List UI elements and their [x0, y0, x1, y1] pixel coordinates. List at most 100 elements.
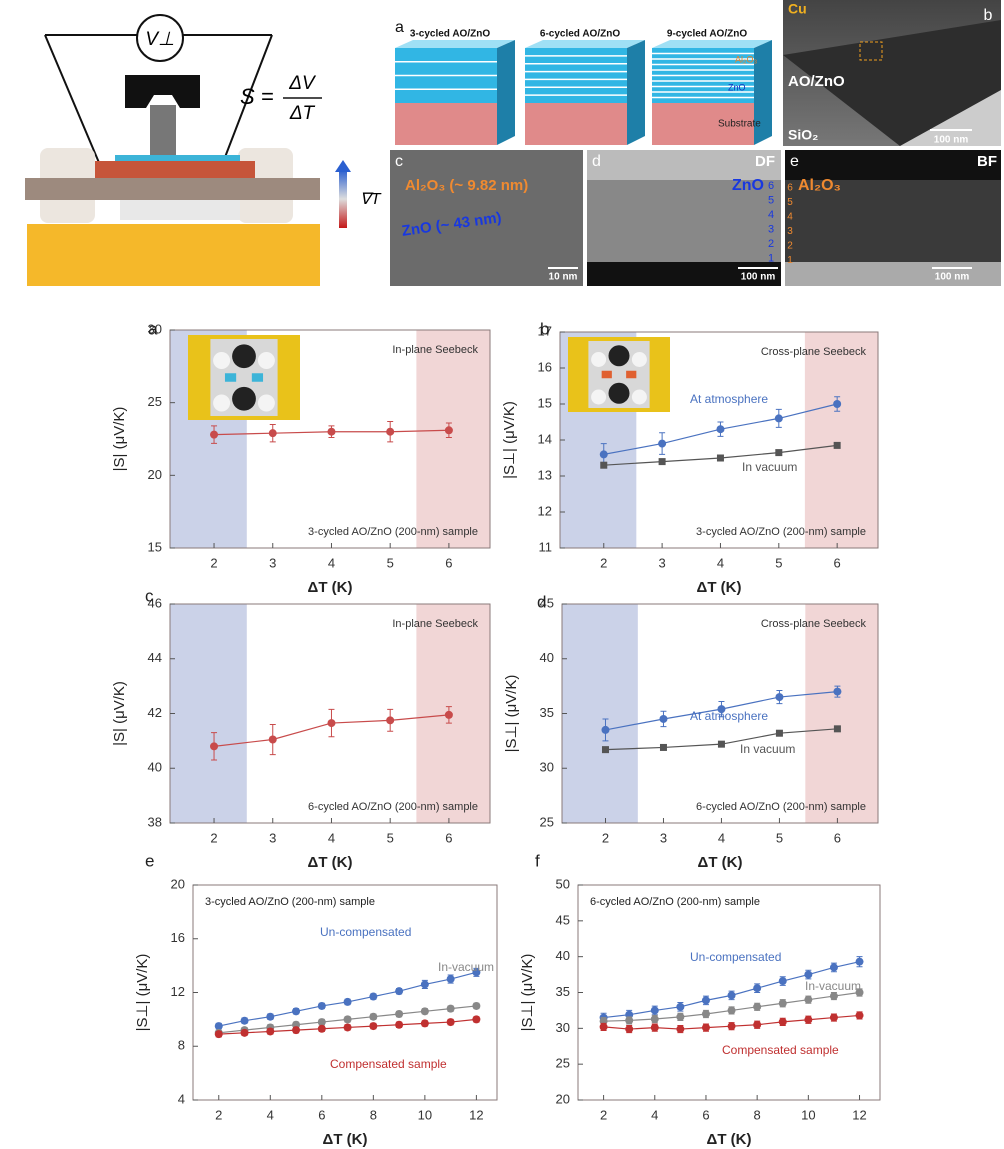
inset-knob [232, 344, 256, 369]
x-tick-label: 5 [387, 830, 394, 845]
y-tick-label: 25 [148, 394, 162, 409]
data-point [659, 743, 667, 751]
chart-subtitle: 6-cycled AO/ZnO (200-nm) sample [308, 801, 478, 813]
data-point [369, 992, 378, 1001]
y-axis-label: |S⊥| (μV/K) [134, 954, 151, 1032]
data-point [676, 1002, 685, 1011]
scale-bar-label: 100 nm [935, 272, 970, 283]
layer-index: 4 [768, 209, 774, 221]
layer-label: ZnO [732, 177, 764, 194]
legend-entry: In vacuum [742, 460, 797, 474]
data-point [676, 1025, 685, 1034]
data-point [444, 426, 453, 435]
data-point [420, 1019, 429, 1028]
stack-side [497, 40, 515, 145]
panel-letter: d [537, 592, 546, 611]
shaded-region [562, 604, 638, 823]
data-point [701, 1010, 710, 1018]
chart-title: In-plane Seebeck [392, 618, 478, 630]
stack-top [395, 40, 515, 48]
legend-entry: Un-compensated [690, 950, 781, 964]
layer-index: 4 [787, 212, 793, 223]
stack-film [525, 48, 627, 103]
inset-sample [224, 373, 237, 382]
data-point [716, 454, 724, 462]
shaded-region [170, 604, 247, 823]
x-tick-label: 2 [210, 555, 217, 570]
data-point [774, 414, 783, 423]
x-axis-label: ΔT (K) [323, 1131, 368, 1148]
inset-screw [631, 352, 647, 367]
y-tick-label: 20 [556, 1091, 570, 1106]
y-tick-label: 46 [148, 595, 162, 610]
data-point [727, 991, 736, 1000]
x-tick-label: 5 [775, 555, 782, 570]
data-point [266, 1027, 275, 1036]
data-point [369, 1022, 378, 1031]
data-point [395, 987, 404, 996]
data-point [775, 449, 783, 457]
stack-side [754, 40, 772, 145]
data-point [753, 1020, 762, 1029]
legend-entry: In vacuum [740, 742, 795, 756]
formula-denominator: ΔT [289, 103, 316, 124]
y-tick-label: 8 [178, 1038, 185, 1053]
stack-substrate [652, 103, 754, 145]
y-tick-label: 40 [540, 650, 554, 665]
stack-title: 9-cycled AO/ZnO [667, 29, 747, 40]
data-point [472, 1015, 481, 1024]
shaded-region [416, 604, 490, 823]
formula-numerator: ΔV [288, 73, 317, 94]
x-tick-label: 3 [269, 555, 276, 570]
data-point [386, 716, 395, 725]
data-point [658, 439, 667, 448]
x-tick-label: 6 [318, 1107, 325, 1122]
data-point [601, 725, 610, 734]
inset-screw [257, 352, 275, 369]
data-point [210, 430, 219, 439]
x-tick-label: 8 [370, 1107, 377, 1122]
inset-screw [213, 352, 231, 369]
layer-index: 3 [768, 223, 774, 235]
x-tick-label: 10 [801, 1107, 815, 1122]
chart-subtitle: 3-cycled AO/ZnO (200-nm) sample [696, 526, 866, 538]
legend-entry: At atmosphere [690, 392, 768, 406]
legend-entry: At atmosphere [690, 709, 768, 723]
panel-letter: d [592, 153, 601, 170]
x-tick-label: 3 [658, 555, 665, 570]
y-axis-label: |S⊥| (μV/K) [501, 401, 518, 479]
data-point [804, 1015, 813, 1024]
layer-label: Al₂O₃ [798, 177, 841, 194]
data-point [701, 996, 710, 1005]
y-tick-label: 13 [538, 467, 552, 482]
layer-index: 1 [787, 255, 793, 266]
data-point [446, 975, 455, 984]
y-tick-label: 40 [556, 948, 570, 963]
y-tick-label: 25 [540, 814, 554, 829]
gradient-label: ∇T [360, 191, 382, 208]
data-point [659, 714, 668, 723]
data-point [753, 984, 762, 993]
y-tick-label: 30 [556, 1020, 570, 1035]
x-tick-label: 6 [834, 830, 841, 845]
x-tick-label: 12 [852, 1107, 866, 1122]
y-tick-label: 30 [540, 760, 554, 775]
y-tick-label: 17 [538, 323, 552, 338]
voltage-label: V⊥ [145, 29, 174, 50]
data-point [601, 746, 609, 754]
data-point [214, 1022, 223, 1031]
data-point [717, 740, 725, 748]
stack-title: 6-cycled AO/ZnO [540, 29, 620, 40]
y-tick-label: 38 [148, 814, 162, 829]
y-tick-label: 20 [148, 467, 162, 482]
layer-label: AO/ZnO [788, 73, 845, 90]
chart-subtitle: 3-cycled AO/ZnO (200-nm) sample [308, 526, 478, 538]
x-tick-label: 4 [651, 1107, 658, 1122]
chart-title: Cross-plane Seebeck [761, 346, 867, 358]
inset-screw [257, 394, 275, 412]
panel-letter: f [535, 851, 540, 870]
inset-sample [626, 370, 637, 379]
data-point [855, 988, 864, 997]
data-point [829, 963, 838, 972]
inset-screw [591, 389, 607, 405]
